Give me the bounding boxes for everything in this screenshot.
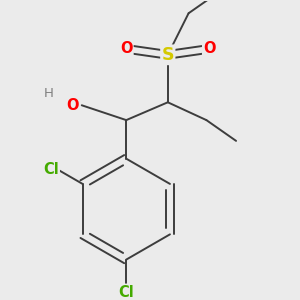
Text: Cl: Cl: [118, 285, 134, 300]
Text: O: O: [67, 98, 79, 113]
Text: H: H: [44, 87, 54, 100]
Text: O: O: [203, 41, 216, 56]
Text: O: O: [120, 41, 133, 56]
Text: Cl: Cl: [43, 162, 59, 177]
Text: S: S: [162, 46, 174, 64]
